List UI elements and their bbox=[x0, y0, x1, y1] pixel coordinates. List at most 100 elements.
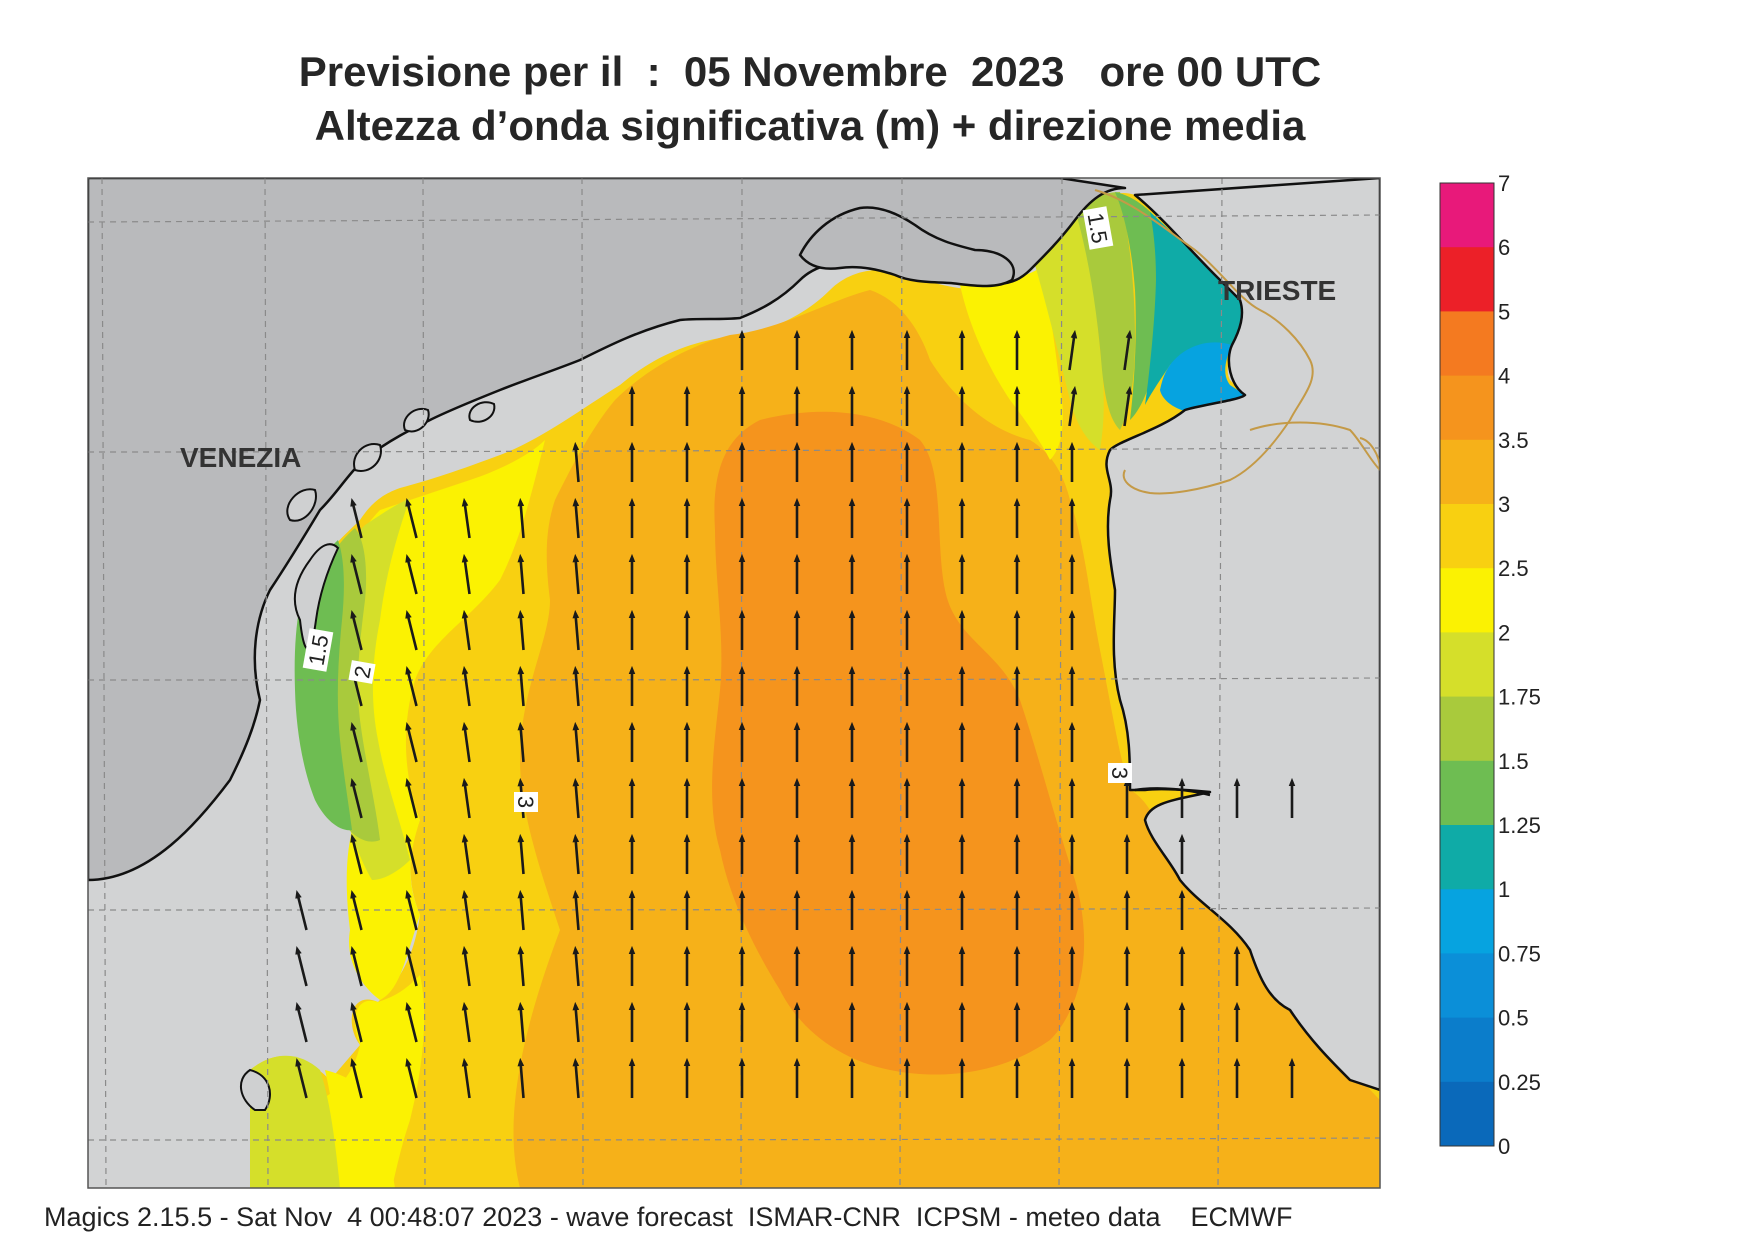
band-1-1.25-ne bbox=[1145, 212, 1241, 405]
svg-text:1.5: 1.5 bbox=[1083, 211, 1113, 245]
band-1.75-2-sw bbox=[250, 1055, 340, 1188]
direction-arrow bbox=[405, 553, 418, 595]
contour-label-1-5: 1.5 bbox=[302, 628, 333, 672]
direction-arrow bbox=[461, 1057, 471, 1099]
direction-arrow bbox=[517, 945, 525, 987]
contour-label-3: 3 bbox=[513, 792, 538, 812]
direction-arrow bbox=[461, 1001, 471, 1043]
direction-arrow bbox=[517, 553, 525, 595]
direction-arrow bbox=[1123, 329, 1133, 371]
direction-arrows bbox=[295, 329, 1296, 1099]
direction-arrow bbox=[295, 889, 308, 931]
colorbar-swatch bbox=[1440, 889, 1494, 954]
direction-arrow bbox=[461, 777, 471, 819]
direction-arrow bbox=[405, 609, 418, 651]
colorbar-swatch bbox=[1440, 504, 1494, 569]
direction-arrow bbox=[1068, 385, 1078, 427]
colorbar-swatch bbox=[1440, 632, 1494, 698]
istria-peninsula bbox=[1134, 787, 1211, 797]
island-north bbox=[798, 206, 1015, 288]
colorbar-swatch bbox=[1440, 311, 1494, 377]
direction-arrow bbox=[572, 441, 580, 483]
direction-arrow bbox=[572, 553, 580, 595]
label-trieste: TRIESTE bbox=[1218, 275, 1336, 306]
direction-arrow bbox=[517, 609, 525, 651]
direction-arrow bbox=[517, 1057, 525, 1099]
direction-arrow bbox=[517, 497, 525, 539]
footer-credits: Magics 2.15.5 - Sat Nov 4 00:48:07 2023 … bbox=[44, 1202, 1293, 1232]
direction-arrow bbox=[405, 833, 418, 875]
direction-arrow bbox=[295, 1057, 308, 1099]
direction-arrow bbox=[517, 665, 525, 707]
svg-text:3: 3 bbox=[513, 796, 538, 808]
colorbar-tick-label: 3 bbox=[1498, 492, 1510, 517]
direction-arrow bbox=[572, 609, 580, 651]
direction-arrow bbox=[461, 721, 471, 763]
direction-arrow bbox=[517, 721, 525, 763]
colorbar-swatch bbox=[1440, 439, 1494, 505]
colorbar-frame bbox=[1439, 182, 1495, 1147]
colorbar-tick-label: 5 bbox=[1498, 299, 1510, 324]
direction-arrow bbox=[350, 721, 363, 763]
direction-arrow bbox=[572, 833, 580, 875]
colorbar-swatch bbox=[1440, 696, 1494, 762]
direction-arrow bbox=[405, 889, 418, 931]
colorbar-swatch bbox=[1440, 1081, 1494, 1147]
colorbar-swatch bbox=[1440, 247, 1494, 312]
direction-arrow bbox=[350, 945, 363, 987]
colorbar-tick-label: 6 bbox=[1498, 235, 1510, 260]
direction-arrow bbox=[1123, 385, 1133, 427]
direction-arrow bbox=[572, 1057, 580, 1099]
colorbar-tick-label: 3.5 bbox=[1498, 428, 1529, 453]
direction-arrow bbox=[405, 777, 418, 819]
band-0.75-1-ne bbox=[1160, 342, 1245, 412]
direction-arrow bbox=[405, 1001, 418, 1043]
direction-arrow bbox=[295, 945, 308, 987]
direction-arrow bbox=[405, 1057, 418, 1099]
contour-label-2: 2 bbox=[348, 660, 376, 684]
direction-arrow bbox=[572, 945, 580, 987]
direction-arrow bbox=[461, 553, 471, 595]
direction-arrow bbox=[572, 777, 580, 819]
svg-text:3: 3 bbox=[1107, 767, 1132, 779]
colorbar-tick-label: 0.75 bbox=[1498, 941, 1541, 966]
direction-arrow bbox=[405, 497, 418, 539]
colorbar-swatch bbox=[1440, 760, 1494, 826]
colorbar-tick-label: 4 bbox=[1498, 364, 1510, 389]
band-2-2.5-sw2 bbox=[325, 1070, 395, 1188]
direction-arrow bbox=[405, 721, 418, 763]
colorbar-tick-label: 0 bbox=[1498, 1134, 1510, 1159]
colorbar-tick-label: 1 bbox=[1498, 877, 1510, 902]
colorbar-tick-label: 0.25 bbox=[1498, 1070, 1541, 1095]
colorbar-tick-label: 0.5 bbox=[1498, 1006, 1529, 1031]
colorbar-tick-label: 2.5 bbox=[1498, 556, 1529, 581]
band-1.75-2-ne bbox=[1035, 210, 1104, 450]
direction-arrow bbox=[572, 1001, 580, 1043]
direction-arrow bbox=[572, 721, 580, 763]
direction-arrow bbox=[517, 889, 525, 931]
direction-arrow bbox=[350, 889, 363, 931]
band-2-2.5-ne bbox=[960, 268, 1063, 460]
direction-arrow bbox=[461, 665, 471, 707]
svg-text:2: 2 bbox=[349, 664, 376, 680]
contour-label-1-5-ne: 1.5 bbox=[1083, 206, 1114, 250]
direction-arrow bbox=[350, 497, 363, 539]
colorbar-tick-label: 1.5 bbox=[1498, 749, 1529, 774]
direction-arrow bbox=[350, 609, 363, 651]
colorbar-swatch bbox=[1440, 568, 1494, 633]
contour-label-3-e: 3 bbox=[1107, 763, 1132, 783]
direction-arrow bbox=[461, 497, 471, 539]
colorbar-tick-label: 1.25 bbox=[1498, 813, 1541, 838]
colorbar-swatch bbox=[1440, 1017, 1494, 1083]
direction-arrow bbox=[1068, 329, 1078, 371]
direction-arrow bbox=[461, 609, 471, 651]
map-frame bbox=[87, 177, 1381, 1189]
direction-arrow bbox=[350, 833, 363, 875]
band-1.5-1.75-ne bbox=[1075, 192, 1135, 430]
coastline-east bbox=[1105, 178, 1380, 1092]
direction-arrow bbox=[572, 665, 580, 707]
direction-arrow bbox=[350, 777, 363, 819]
direction-arrow bbox=[350, 553, 363, 595]
colorbar-tick-label: 7 bbox=[1498, 171, 1510, 196]
